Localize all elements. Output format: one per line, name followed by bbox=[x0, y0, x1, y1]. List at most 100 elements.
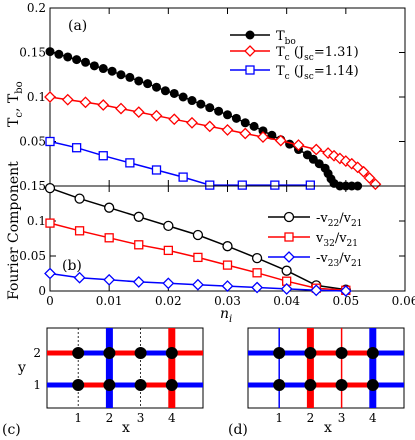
legend-b-v23-a-sub: 23 bbox=[328, 259, 340, 269]
c-site bbox=[134, 379, 147, 391]
a-series-0-point bbox=[63, 52, 73, 62]
legend-b-v23-text: -v23/v21 bbox=[316, 251, 362, 269]
legend-b-v22-b-sub: 21 bbox=[351, 219, 362, 229]
b-ytick-label: 0.15 bbox=[19, 179, 46, 193]
legend-b-v32-a: v bbox=[315, 231, 324, 246]
a-ytick-label: 0.1 bbox=[27, 90, 46, 104]
a-series-1-point bbox=[150, 109, 163, 122]
a-series-0-point bbox=[89, 61, 99, 71]
panel-d: 1 2 3 4 (d) x bbox=[228, 327, 405, 438]
c-site bbox=[72, 379, 85, 391]
legend-a-tc114-tail: =1.14) bbox=[314, 64, 359, 79]
a-series-1-point bbox=[203, 120, 216, 133]
b-series-2-point bbox=[339, 285, 352, 297]
a-series-0-point bbox=[258, 126, 268, 136]
legend-a-tc114: Tc (Jsc=1.14) bbox=[230, 64, 359, 82]
b-series-1-point bbox=[163, 245, 173, 256]
legend-b-v32-b: /v bbox=[335, 231, 347, 246]
panel-b-series bbox=[44, 182, 352, 297]
panel-b-xlabel: ni bbox=[220, 306, 232, 325]
a-series-2-point bbox=[125, 158, 135, 168]
legend-a-tc131-tail: =1.31) bbox=[314, 45, 359, 60]
a-series-2-point bbox=[98, 151, 108, 161]
a-series-0-point bbox=[249, 121, 259, 131]
a-series-0-point bbox=[54, 49, 64, 59]
panel-b-label: (b) bbox=[62, 258, 82, 274]
b-series-0-point bbox=[222, 241, 233, 252]
a-series-2-point bbox=[178, 172, 188, 182]
b-series-2-point bbox=[162, 277, 175, 290]
b-series-0-point bbox=[44, 182, 56, 194]
a-series-1-point bbox=[132, 106, 145, 119]
a-series-0-point bbox=[116, 70, 126, 80]
a-series-1-point bbox=[239, 127, 252, 140]
b-ytick-label: 0.1 bbox=[27, 214, 46, 228]
panel-c-ylabel: y bbox=[17, 360, 26, 376]
b-ytick-label: 0.05 bbox=[19, 249, 46, 263]
b-series-2-point bbox=[251, 281, 264, 294]
legend-a-tc131-marker bbox=[244, 45, 256, 57]
a-series-0-point bbox=[45, 47, 55, 57]
a-series-1-point bbox=[79, 96, 92, 109]
d-site bbox=[273, 379, 286, 391]
legend-a-tc114-marker bbox=[245, 65, 255, 75]
d-site bbox=[335, 379, 348, 391]
b-series-2-point bbox=[221, 280, 234, 293]
a-series-2-point bbox=[71, 143, 82, 153]
a-series-2-point bbox=[237, 180, 247, 190]
b-series-1-point bbox=[45, 218, 55, 228]
b-series-2-point bbox=[280, 282, 293, 295]
b-xtick-label: 0.05 bbox=[332, 294, 359, 308]
b-series-2-point bbox=[191, 278, 204, 291]
a-series-1-point bbox=[97, 99, 110, 111]
legend-b-v23-a: -v bbox=[316, 251, 328, 266]
ylabel-sub2: bo bbox=[14, 81, 25, 93]
legend-a-tc131-text: Tc (Jsc=1.31) bbox=[276, 45, 359, 63]
panel-b: 0 0.05 0.1 0.15 0 0.01 0.02 0.03 0.04 0.05 0.06 (b… bbox=[6, 161, 415, 325]
a-series-1-point bbox=[357, 165, 370, 178]
legend-b-v32-b-sub: 21 bbox=[347, 239, 358, 249]
panel-a-series bbox=[44, 47, 382, 191]
panel-c-frame bbox=[46, 327, 204, 409]
a-series-0-point bbox=[169, 88, 179, 98]
b-series-1-point bbox=[193, 252, 203, 263]
legend-a-tc131: Tc (Jsc=1.31) bbox=[230, 45, 359, 63]
c-site bbox=[165, 379, 178, 391]
legend-b-v22-a-sub: 22 bbox=[328, 219, 339, 229]
a-series-0-point bbox=[205, 103, 215, 113]
panel-b-ylabel: Fourier Component bbox=[6, 161, 22, 300]
ylabel-main: T bbox=[6, 117, 22, 127]
panel-c-xlabel: x bbox=[122, 420, 130, 436]
b-ytick-label: 0 bbox=[38, 284, 46, 298]
c-ytick-label: 2 bbox=[33, 346, 41, 360]
d-xtick-label: 3 bbox=[338, 411, 346, 425]
a-series-1-point bbox=[221, 124, 234, 136]
a-series-2-line bbox=[49, 140, 311, 186]
b-xtick-label: 0.03 bbox=[214, 294, 241, 308]
a-series-0-point bbox=[196, 99, 206, 109]
b-series-2-point bbox=[310, 284, 323, 297]
a-ytick-label: 0.2 bbox=[27, 1, 46, 15]
b-series-1-point bbox=[252, 268, 262, 278]
c-site bbox=[165, 347, 178, 359]
a-series-0-point bbox=[143, 79, 153, 89]
a-series-2-point bbox=[151, 165, 162, 175]
a-series-1-point bbox=[61, 93, 74, 106]
d-site bbox=[304, 379, 317, 391]
c-site bbox=[103, 379, 116, 391]
xlabel-sub: i bbox=[229, 314, 232, 325]
panel-d-xlabel: x bbox=[324, 420, 332, 436]
d-xtick-label: 1 bbox=[275, 411, 283, 425]
d-site bbox=[366, 347, 379, 359]
legend-a-tc114-text: Tc (Jsc=1.14) bbox=[276, 64, 359, 82]
b-series-1-point bbox=[222, 260, 233, 270]
b-series-1-point bbox=[134, 240, 144, 250]
panel-d-frame bbox=[247, 327, 405, 409]
a-series-0-point bbox=[72, 55, 82, 65]
a-series-2-point bbox=[270, 180, 280, 190]
legend-a-tc114-suffix: (J bbox=[290, 64, 304, 79]
legend-a-tc114-sub: c bbox=[285, 72, 290, 82]
legend-b-v22-marker bbox=[283, 211, 295, 223]
legend-a-tc114-sub2: sc bbox=[304, 72, 314, 82]
